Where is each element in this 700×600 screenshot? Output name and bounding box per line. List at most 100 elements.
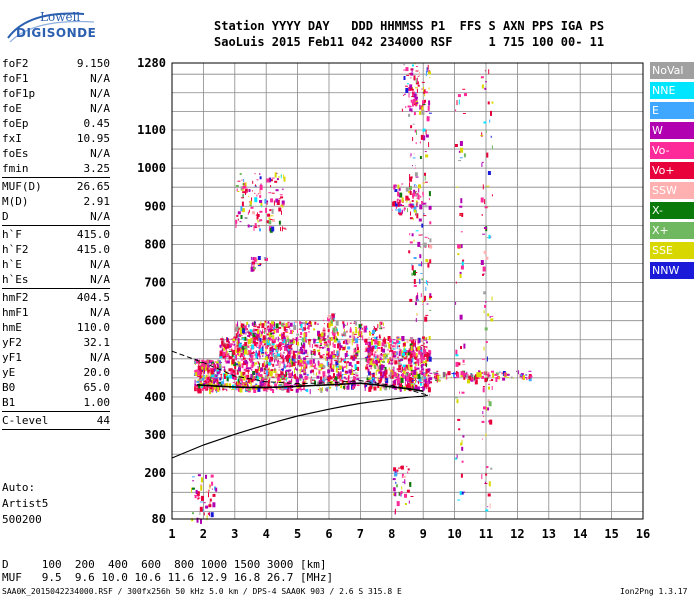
echo-point [271, 177, 275, 179]
echo-point [354, 347, 356, 350]
echo-point [267, 327, 268, 329]
echo-point [389, 350, 391, 353]
echo-point [269, 219, 273, 220]
echo-point [388, 343, 391, 349]
echo-point [427, 368, 431, 372]
echo-point [356, 350, 360, 353]
echo-point [400, 378, 404, 383]
echo-point [487, 313, 490, 317]
echo-point [419, 110, 422, 115]
echo-point [243, 344, 245, 348]
echo-point [421, 109, 425, 115]
echo-point [341, 334, 345, 336]
echo-point [281, 378, 285, 380]
param-value: 415.0 [76, 228, 110, 241]
echo-point [411, 207, 413, 209]
echo-point [327, 323, 330, 329]
echo-point [228, 341, 230, 346]
echo-point [395, 340, 399, 344]
echo-point [382, 385, 385, 389]
echo-point [379, 362, 381, 368]
echo-point [491, 370, 494, 373]
echo-point [233, 362, 237, 367]
echo-point [333, 344, 336, 348]
echo-point [262, 355, 264, 357]
echo-point [250, 383, 252, 387]
echo-point [240, 349, 243, 352]
echo-point [397, 201, 399, 207]
echo-point [309, 359, 313, 365]
echo-point [458, 428, 461, 431]
echo-point [307, 352, 309, 354]
echo-point [421, 223, 424, 228]
echo-point [210, 512, 214, 518]
echo-point [411, 339, 414, 344]
echo-point [200, 485, 203, 491]
echo-point [312, 379, 315, 381]
echo-point [300, 332, 303, 335]
echo-point [322, 330, 326, 332]
echo-point [471, 375, 473, 379]
echo-point [260, 341, 263, 346]
param-value: 1.00 [83, 396, 111, 409]
echo-point [293, 325, 297, 330]
echo-point [366, 358, 370, 364]
echo-point [425, 286, 427, 291]
echo-point [410, 384, 414, 387]
echo-point [256, 343, 258, 348]
echo-point [258, 344, 261, 350]
echo-point [425, 346, 428, 349]
echo-point [364, 385, 366, 391]
y-tick-label: 700 [144, 276, 166, 290]
echo-point [344, 380, 346, 382]
echo-point [422, 191, 424, 197]
echo-point [267, 368, 270, 371]
y-tick-label: 200 [144, 466, 166, 480]
echo-point [418, 218, 422, 222]
echo-point [279, 384, 283, 386]
echo-point [362, 335, 364, 341]
echo-point [232, 338, 235, 340]
echo-point [315, 339, 317, 341]
echo-point [290, 365, 293, 367]
echo-point [489, 380, 491, 382]
echo-point [377, 341, 381, 346]
param-divider [2, 411, 110, 412]
echo-point [374, 327, 378, 331]
echo-point [275, 198, 279, 203]
echo-point [347, 346, 351, 350]
echo-point [418, 188, 420, 193]
echo-point [482, 266, 486, 272]
echo-point [345, 324, 347, 326]
echo-point [421, 278, 424, 281]
echo-point [495, 377, 498, 382]
echo-point [397, 337, 400, 339]
echo-point [267, 374, 269, 377]
legend-item-noval: NoVal [650, 62, 694, 79]
echo-point [387, 358, 390, 363]
echo-point [209, 377, 211, 379]
echo-point [289, 328, 291, 330]
echo-point [490, 135, 492, 138]
echo-point [278, 207, 282, 212]
echo-point [371, 387, 374, 389]
echo-point [340, 384, 343, 389]
echo-point [413, 93, 417, 98]
echo-point [401, 486, 403, 490]
echo-point [414, 350, 416, 352]
echo-point [404, 366, 407, 371]
echo-point [282, 203, 285, 206]
echo-point [259, 348, 263, 353]
echo-point [234, 345, 236, 351]
echo-point [297, 329, 298, 333]
echo-point [257, 386, 261, 392]
x-tick-label: 14 [573, 527, 587, 541]
echo-point [208, 371, 211, 374]
echo-point [191, 476, 195, 478]
echo-point [313, 373, 315, 376]
echo-point [196, 517, 199, 523]
echo-point [486, 406, 488, 411]
echo-point [191, 518, 194, 522]
echo-point [383, 354, 386, 357]
echo-point [272, 335, 275, 340]
